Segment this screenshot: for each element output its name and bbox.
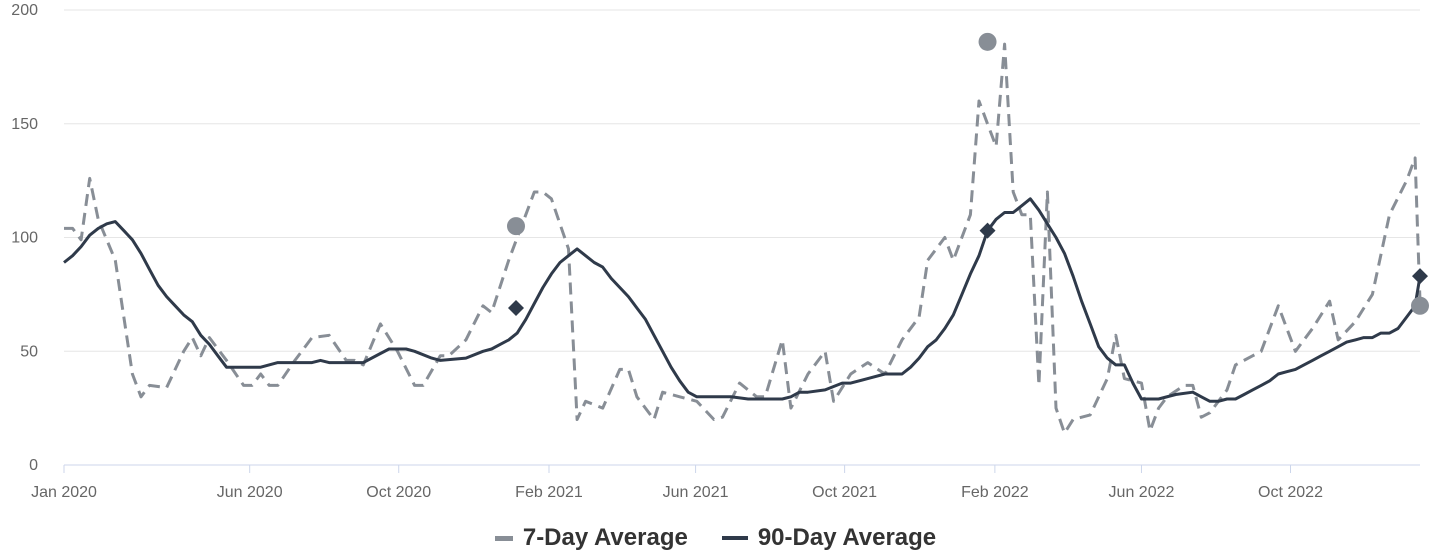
marker-90-day	[1412, 268, 1428, 285]
legend-label-90-day: 90-Day Average	[757, 524, 937, 551]
series-line-7-day	[64, 42, 1422, 435]
x-tick-label: Oct 2020	[366, 484, 431, 501]
marker-7-day	[978, 32, 997, 51]
x-tick-label: Feb 2021	[515, 484, 583, 501]
y-tick-label: 50	[20, 343, 38, 360]
x-axis: Jan 2020 Jun 2020 Oct 2020 Feb 2021 Jun 2021…	[31, 464, 1420, 501]
series-line-90-day	[63, 197, 1422, 403]
x-tick-label: Oct 2022	[1258, 484, 1323, 501]
marker-90-day	[508, 300, 524, 317]
marker-7-day	[507, 217, 525, 236]
legend-swatch-7-day	[494, 535, 513, 541]
legend-item-7-day[interactable]: 7-Day Average	[494, 524, 688, 552]
x-tick-label: Feb 2022	[961, 484, 1029, 501]
y-tick-label: 200	[11, 2, 38, 19]
x-tick-label: Jan 2020	[31, 484, 97, 501]
x-tick-label: Oct 2021	[812, 484, 877, 501]
x-tick-label: Jun 2021	[663, 484, 729, 501]
legend-label-7-day: 7-Day Average	[522, 524, 688, 551]
legend: 7-Day Average 90-Day Average	[0, 524, 1431, 552]
series-lines	[63, 42, 1422, 435]
line-chart: 0 50 100 150 200 Jan 2020 Jun 2020 Oct 2020 Feb…	[11, 2, 1429, 501]
grid-lines	[64, 9, 1420, 352]
marker-7-day	[1411, 296, 1429, 315]
y-tick-label: 100	[11, 230, 38, 247]
y-tick-label: 150	[11, 116, 38, 133]
legend-item-90-day[interactable]: 90-Day Average	[721, 524, 937, 552]
y-axis: 0 50 100 150 200	[11, 2, 38, 474]
marker-90-day	[979, 222, 996, 239]
series-markers	[507, 32, 1429, 317]
x-tick-label: Jun 2022	[1109, 484, 1175, 501]
x-tick-label: Jun 2020	[217, 484, 283, 501]
y-tick-label: 0	[29, 457, 38, 474]
legend-swatch-90-day	[721, 536, 748, 540]
